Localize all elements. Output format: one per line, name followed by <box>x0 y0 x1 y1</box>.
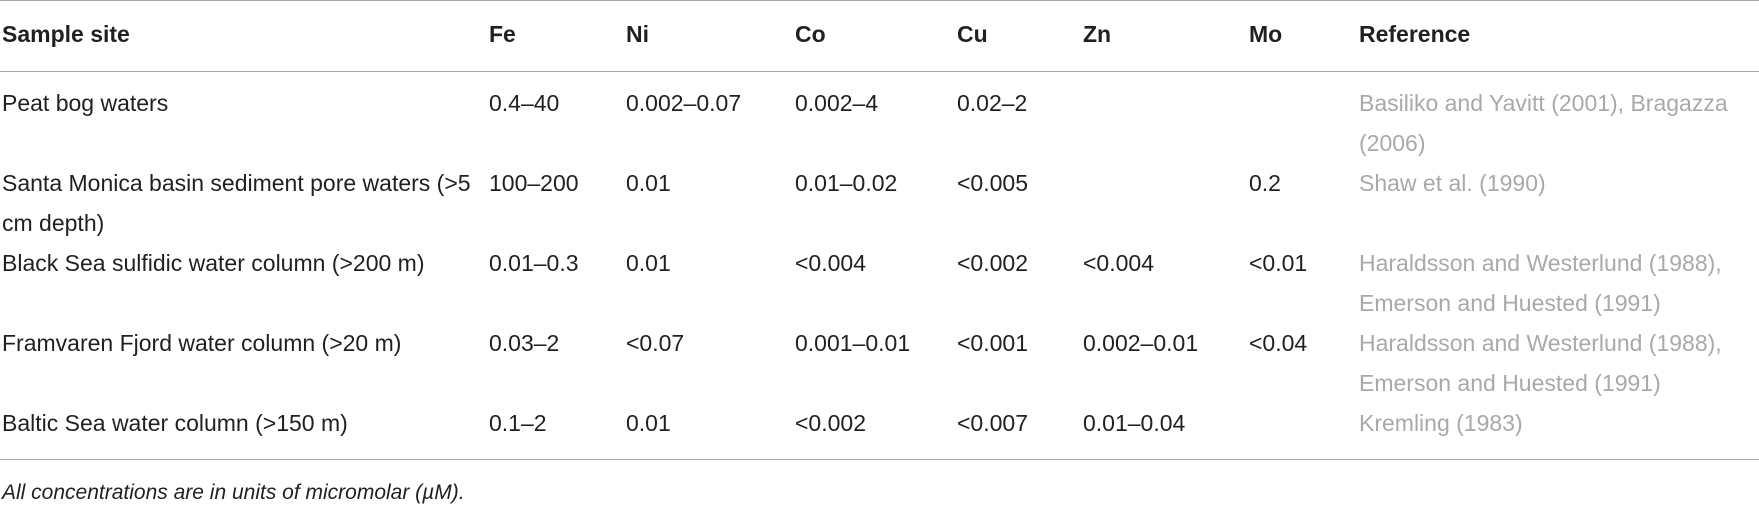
table-cell: 100–200 <box>489 170 579 196</box>
table-cell: Baltic Sea water column (>150 m) <box>0 403 489 460</box>
table-cell: Framvaren Fjord water column (>20 m) <box>2 330 402 356</box>
table-cell: <0.01 <box>1249 250 1308 276</box>
column-header: Mo <box>1249 0 1359 72</box>
column-header: Cu <box>957 0 1083 72</box>
table-row: Peat bog waters 0.4–40 0.002–0.07 0.002–4 0.… <box>0 72 1759 164</box>
table-row: Santa Monica basin sediment pore waters … <box>0 163 1759 243</box>
table-cell: 0.01–0.3 <box>489 250 579 276</box>
table-row: Baltic Sea water column (>150 m) 0.1–2 0.0… <box>0 403 1759 460</box>
table-cell: 0.01 <box>626 170 671 196</box>
table-cell: <0.004 <box>1083 250 1154 276</box>
table-cell <box>1083 163 1249 243</box>
table-cell: Black Sea sulfidic water column (>200 m) <box>2 250 425 276</box>
table-cell: 0.002–4 <box>795 90 879 116</box>
table-cell: <0.007 <box>957 403 1083 460</box>
table-cell: <0.002 <box>957 250 1028 276</box>
table-cell: 0.002–0.07 <box>626 90 742 116</box>
table-cell: 0.03–2 <box>489 330 560 356</box>
header-row: Sample site Fe Ni Co Cu Zn Mo Reference <box>0 0 1759 72</box>
reference-cell: Kremling (1983) <box>1359 403 1759 460</box>
column-header: Ni <box>626 0 795 72</box>
table-cell: 0.02–2 <box>957 90 1028 116</box>
column-header: Sample site <box>0 0 489 72</box>
table-body: Peat bog waters 0.4–40 0.002–0.07 0.002–4 0.… <box>0 72 1759 460</box>
table-cell: <0.001 <box>957 330 1028 356</box>
column-header: Co <box>795 0 957 72</box>
reference-cell: Haraldsson and Westerlund (1988), Emerso… <box>1359 250 1722 316</box>
table-cell: 0.2 <box>1249 170 1281 196</box>
reference-cell: Basiliko and Yavitt (2001), Bragazza (20… <box>1359 90 1728 156</box>
table-cell <box>1083 72 1249 164</box>
column-header: Fe <box>489 0 626 72</box>
table-cell: <0.04 <box>1249 330 1308 356</box>
table-cell: 0.01–0.04 <box>1083 403 1249 460</box>
table-cell: 0.01–0.02 <box>795 170 898 196</box>
table-cell: Santa Monica basin sediment pore waters … <box>2 170 471 236</box>
table-cell <box>1249 72 1359 164</box>
data-table: Sample site Fe Ni Co Cu Zn Mo Reference Peat bo… <box>0 0 1759 460</box>
table-cell: <0.07 <box>626 330 685 356</box>
table-cell: 0.001–0.01 <box>795 330 911 356</box>
table-cell: <0.004 <box>795 250 866 276</box>
table-row: Black Sea sulfidic water column (>200 m)… <box>0 243 1759 323</box>
table-cell <box>1249 403 1359 460</box>
footnote: All concentrations are in units of micro… <box>2 481 465 504</box>
table-cell: 0.01 <box>626 250 671 276</box>
table-cell: Peat bog waters <box>2 90 169 116</box>
table-cell: 0.002–0.01 <box>1083 330 1199 356</box>
table-cell: 0.01 <box>626 403 795 460</box>
table-cell: 0.4–40 <box>489 90 560 116</box>
table-cell: <0.005 <box>957 170 1028 196</box>
table-row: Framvaren Fjord water column (>20 m) 0.03… <box>0 323 1759 403</box>
table-cell: <0.002 <box>795 403 957 460</box>
column-header: Reference <box>1359 0 1759 72</box>
table-cell: 0.1–2 <box>489 403 626 460</box>
reference-cell: Haraldsson and Westerlund (1988), Emerso… <box>1359 330 1722 396</box>
column-header: Zn <box>1083 0 1249 72</box>
reference-cell: Shaw et al. (1990) <box>1359 170 1546 196</box>
